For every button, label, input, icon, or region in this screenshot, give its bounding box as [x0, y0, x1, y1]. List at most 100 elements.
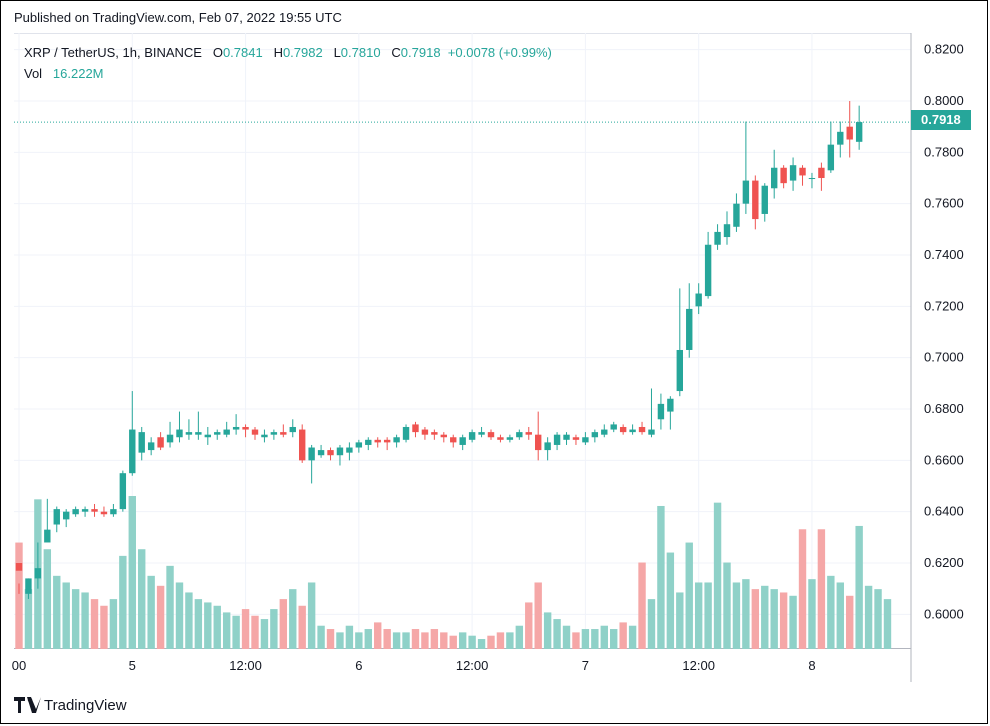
volume-bar: [336, 632, 344, 649]
volume-bar: [694, 582, 703, 649]
y-tick-label: 0.7800: [924, 144, 964, 159]
candle-body: [544, 442, 551, 451]
y-tick-label: 0.6200: [924, 555, 964, 570]
candle-body: [440, 434, 447, 438]
volume-bar: [619, 622, 627, 649]
candle-body: [780, 167, 787, 184]
candle-body: [317, 450, 325, 456]
volume-bar: [676, 592, 684, 649]
candle-body: [138, 432, 145, 453]
volume-bar: [156, 585, 165, 649]
volume-bar: [289, 589, 297, 649]
candle-body: [667, 398, 674, 412]
tradingview-logo[interactable]: TradingView: [14, 694, 127, 716]
candle-body: [365, 439, 372, 445]
candle-body: [450, 437, 457, 443]
volume-bars: [15, 496, 892, 649]
x-tick-label: 7: [582, 658, 589, 673]
candle-body: [487, 432, 495, 438]
y-tick-label: 0.6000: [924, 606, 964, 621]
candle-body: [91, 509, 98, 512]
candle-body: [771, 167, 778, 189]
candle-body: [374, 439, 381, 443]
volume-bar: [392, 632, 401, 649]
volume-bar: [204, 602, 212, 649]
volume-bar: [128, 496, 136, 649]
x-tick-label: 12:00: [682, 658, 715, 673]
volume-bar: [723, 562, 731, 649]
volume-bar: [562, 625, 571, 649]
volume-bar: [742, 579, 750, 649]
candle-body: [355, 442, 363, 448]
volume-bar: [883, 599, 892, 649]
candle-body: [327, 450, 334, 456]
candle-body: [261, 434, 268, 438]
x-tick-label: 00: [12, 658, 26, 673]
candle-body: [34, 568, 42, 579]
y-tick-label: 0.8200: [924, 42, 964, 57]
candle-body: [553, 434, 561, 445]
candle-body: [147, 442, 155, 451]
candle-body: [100, 511, 108, 515]
volume-bar: [553, 619, 561, 649]
low-value: 0.7810: [340, 45, 381, 60]
candle-body: [223, 429, 230, 435]
volume-bar: [260, 619, 269, 649]
y-tick-label: 0.7200: [924, 298, 964, 313]
volume-bar: [638, 562, 646, 649]
candle-body: [497, 437, 504, 440]
volume-bar: [525, 602, 533, 649]
volume-bar: [213, 605, 221, 649]
y-tick-label: 0.7600: [924, 196, 964, 211]
candle-body: [610, 424, 617, 430]
volume-bar: [194, 599, 203, 649]
candle-body: [619, 426, 627, 433]
y-tick-label: 0.6400: [924, 504, 964, 519]
candle-body: [733, 203, 740, 227]
candle-body: [563, 434, 570, 440]
candle-body: [752, 180, 759, 220]
candle-body: [402, 426, 410, 440]
y-tick-label: 0.6800: [924, 401, 964, 416]
candle-body: [119, 473, 127, 510]
candle-body: [393, 437, 400, 443]
volume-bar: [430, 629, 439, 649]
volume-bar: [241, 609, 250, 649]
candle-body: [657, 403, 665, 420]
volume-bar: [440, 632, 448, 649]
volume-bar: [572, 632, 580, 649]
candle-body: [572, 437, 580, 440]
volume-bar: [251, 615, 259, 649]
candle-body: [761, 185, 768, 214]
candle-body: [714, 231, 721, 245]
candle-body: [516, 432, 523, 438]
volume-bar: [808, 579, 816, 649]
candle-body: [431, 432, 438, 435]
candle-body: [72, 509, 79, 515]
candle-body: [242, 426, 249, 430]
volume-bar: [24, 589, 33, 649]
symbol-label[interactable]: XRP / TetherUS, 1h, BINANCE: [24, 45, 202, 60]
high-value: 0.7982: [282, 45, 323, 60]
volume-bar: [496, 632, 505, 649]
volume-bar: [62, 582, 70, 649]
volume-bar: [317, 625, 325, 649]
volume-bar: [43, 549, 52, 649]
volume-bar: [90, 599, 99, 649]
volume-bar: [685, 542, 693, 649]
candle-body: [195, 432, 202, 435]
candle-body: [582, 437, 589, 443]
close-value: 0.7918: [400, 45, 441, 60]
candle-body: [251, 429, 259, 435]
volume-bar: [383, 629, 391, 649]
volume-bar: [543, 612, 552, 649]
volume-bar: [185, 592, 193, 649]
candle-body: [157, 437, 164, 448]
candle-body: [232, 426, 240, 430]
close-label: C: [391, 45, 401, 60]
volume-bar: [610, 629, 618, 649]
candle-body: [412, 424, 419, 433]
x-axis: 00 5 12:00 6 12:00 7 12:00 8: [12, 658, 816, 673]
